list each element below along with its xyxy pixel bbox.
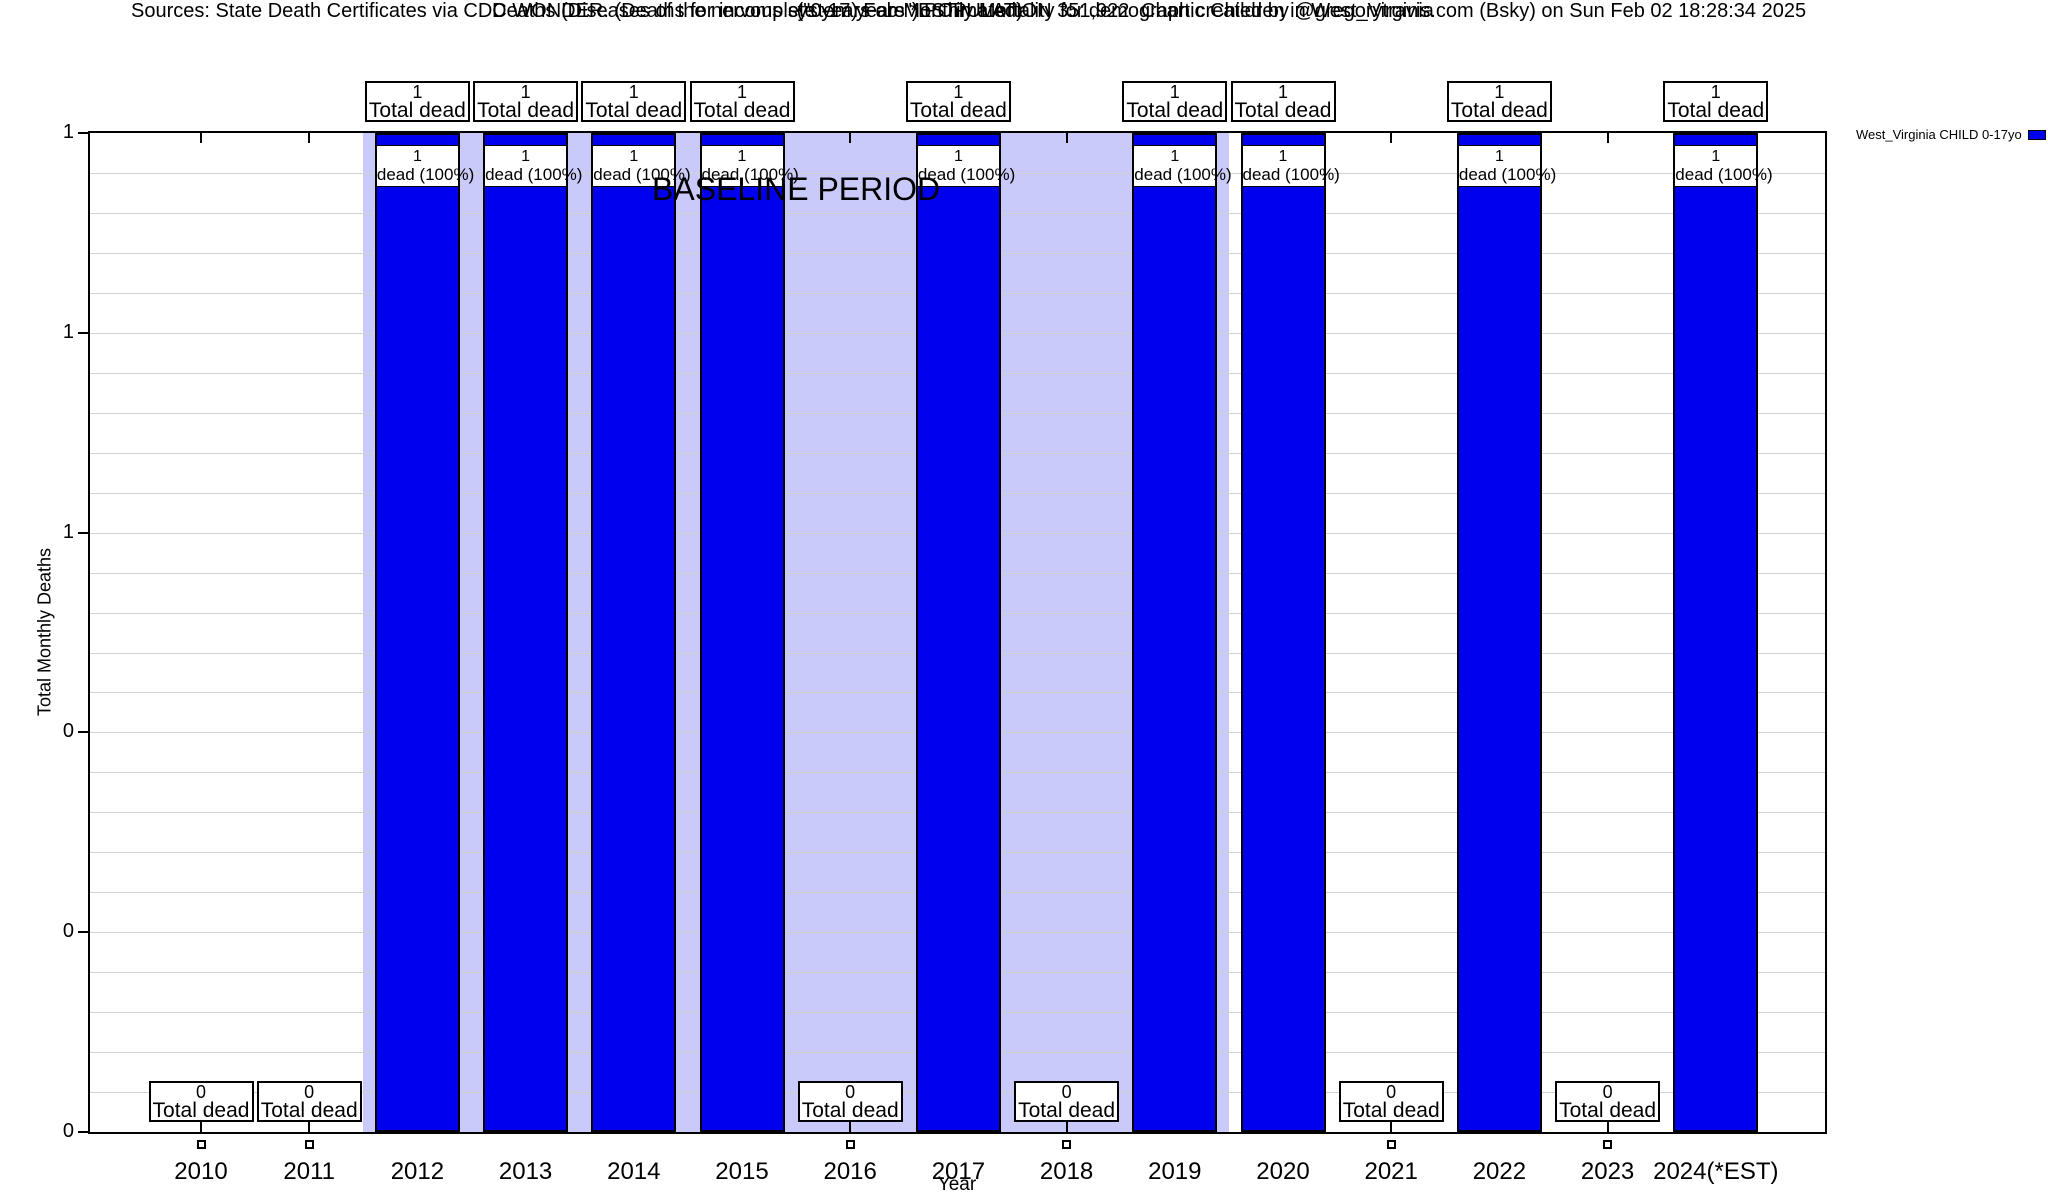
zero-box-connector (1390, 1122, 1393, 1132)
x-tick (200, 133, 202, 143)
total-dead-box: 1 Total dead (1663, 81, 1769, 122)
zero-marker (196, 1140, 206, 1149)
y-tick-label: 0 (62, 1120, 74, 1142)
year-label: 2018 (1039, 1158, 1094, 1185)
year-label: 2011 (283, 1158, 335, 1185)
zero-box-connector (200, 1122, 202, 1132)
total-dead-box: 1 Total dead (364, 81, 470, 122)
x-tick (849, 133, 852, 143)
plot-area: 1 1 1 0 0 0 0 Total dead 2010 0 Total dead 2011 1 dea… (63, 81, 1827, 1185)
total-dead-box: 1 Total dead (1230, 81, 1336, 122)
y-tick-label: 0 (62, 920, 74, 943)
legend: West_Virginia CHILD 0-17yo (1856, 127, 2046, 142)
zero-box-connector (849, 1122, 852, 1132)
credit-note: Chart created by @gregorytravis.com (Bsk… (1141, 0, 1807, 22)
bar: 1 dead (100%) (1240, 133, 1340, 1132)
year-label: 2024(*EST) (1653, 1158, 1779, 1185)
chart-title: Deaths (Diseases of the nervous system) … (492, 0, 1434, 22)
x-tick (1390, 133, 1393, 143)
year-label: 2021 (1364, 1158, 1418, 1185)
total-dead-box: 1 Total dead (1122, 81, 1228, 122)
bar: 1 dead (100%) (1673, 133, 1773, 1132)
total-dead-box: 1 Total dead (581, 81, 687, 122)
bar-value-label: 1 dead (100%) (593, 145, 691, 187)
bar-value-label: 1 dead (100%) (1242, 145, 1340, 187)
bar: 1 dead (100%) (374, 133, 474, 1132)
year-label: 2023 (1580, 1158, 1635, 1185)
x-axis-title: Year (937, 1174, 977, 1195)
bar: 1 dead (100%) (915, 133, 1015, 1132)
zero-marker (304, 1140, 314, 1149)
year-label: 2014 (607, 1158, 661, 1185)
y-tick (78, 731, 88, 734)
year-label: 2019 (1148, 1158, 1202, 1185)
x-tick (1065, 133, 1068, 143)
x-tick (1606, 133, 1609, 143)
zero-marker (1603, 1140, 1613, 1149)
legend-label: West_Virginia CHILD 0-17yo (1856, 127, 2022, 142)
year-label: 2017 (931, 1158, 986, 1185)
bar: 1 dead (100%) (1456, 133, 1556, 1132)
y-tick-label: 0 (62, 720, 74, 743)
y-axis-title: Total Monthly Deaths (34, 547, 55, 717)
x-tick (308, 133, 311, 143)
zero-dead-box: 0 Total dead (148, 1081, 254, 1122)
y-tick-label: 1 (62, 121, 74, 143)
year-label: 2022 (1472, 1158, 1527, 1185)
year-label: 2012 (390, 1158, 445, 1185)
zero-dead-box: 0 Total dead (797, 1081, 903, 1122)
chart-subtitle: ("0-17 years") POPULATION 351,922 (796, 0, 1130, 22)
bar: 1 dead (100%) (1132, 133, 1232, 1132)
year-label: 2013 (498, 1158, 553, 1185)
bar-value-label: 1 dead (100%) (1458, 145, 1556, 187)
bar-value-label: 1 dead (100%) (917, 145, 1015, 187)
zero-marker (1386, 1140, 1396, 1149)
bar-value-label: 1 dead (100%) (1134, 145, 1232, 187)
y-tick (78, 531, 88, 534)
bar: 1 dead (100%) (483, 133, 582, 1132)
zero-marker (845, 1140, 855, 1149)
year-label: 2020 (1256, 1158, 1310, 1185)
total-dead-box: 1 Total dead (473, 81, 579, 122)
zero-dead-box: 0 Total dead (1014, 1081, 1120, 1122)
bar-value-label: 1 dead (100%) (701, 145, 799, 187)
year-label: 2016 (823, 1158, 877, 1185)
baseline-period-label: BASELINE PERIOD (652, 171, 941, 207)
bar: 1 dead (100%) (699, 133, 799, 1132)
zero-dead-box: 0 Total dead (256, 1081, 362, 1122)
bar-value-label: 1 dead (100%) (376, 145, 474, 187)
zero-box-connector (308, 1122, 311, 1132)
year-label: 2010 (174, 1158, 228, 1185)
legend-swatch (2027, 129, 2046, 140)
year-label: 2015 (715, 1158, 769, 1185)
bar-value-label: 1 dead (100%) (1675, 145, 1773, 187)
total-dead-box: 1 Total dead (905, 81, 1011, 122)
y-tick (78, 331, 88, 334)
total-dead-box: 1 Total dead (1446, 81, 1552, 122)
y-tick-label: 1 (62, 320, 74, 343)
zero-box-connector (1065, 1122, 1068, 1132)
source-note: Sources: State Death Certificates via CD… (131, 0, 1023, 22)
y-tick-label: 1 (62, 520, 74, 543)
zero-marker (1062, 1140, 1072, 1149)
zero-dead-box: 0 Total dead (1338, 1081, 1444, 1122)
bar: 1 dead (100%) (591, 133, 691, 1132)
y-tick (78, 132, 88, 134)
zero-box-connector (1606, 1122, 1609, 1132)
bar-value-label: 1 dead (100%) (485, 145, 582, 187)
y-tick (78, 931, 88, 934)
zero-dead-box: 0 Total dead (1555, 1081, 1661, 1122)
y-tick (78, 1131, 88, 1133)
total-dead-box: 1 Total dead (689, 81, 795, 122)
